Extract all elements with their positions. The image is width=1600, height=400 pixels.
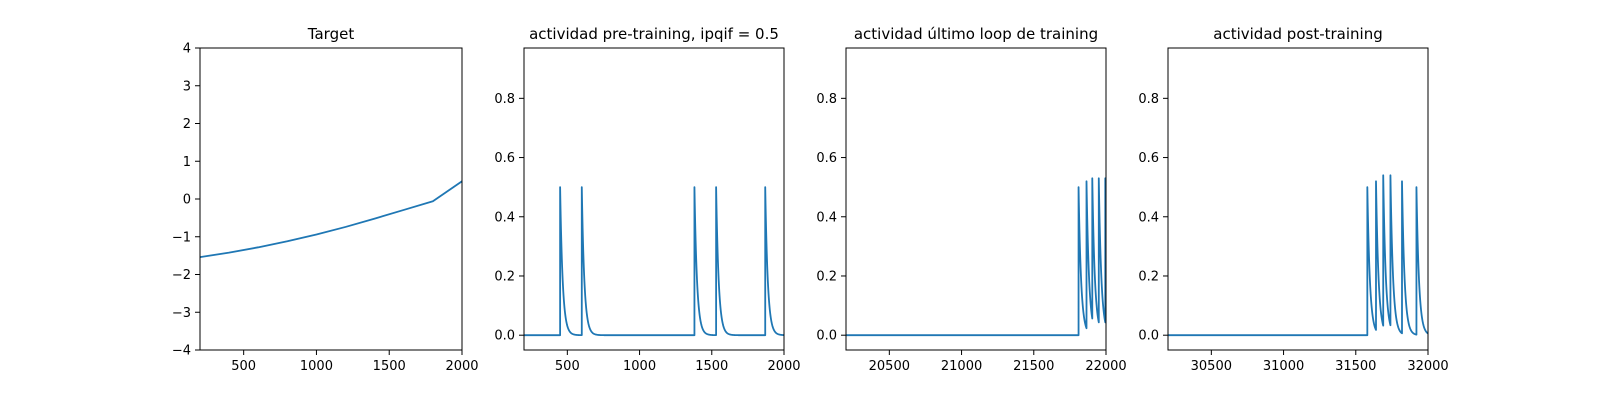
x-tick-label: 22000 (1085, 359, 1126, 374)
x-tick-label: 2000 (767, 359, 800, 374)
x-tick-label: 1000 (623, 359, 656, 374)
panel-1: Target 500 1000 1500 2000 −4 −3 −2 −1 0 1 2 3 4 (172, 25, 479, 374)
y-tick-label: 0.6 (494, 151, 515, 166)
axes-frame (845, 47, 1107, 351)
panel-title: actividad último loop de training (854, 25, 1098, 43)
x-tick-label: 21500 (1013, 359, 1054, 374)
y-tick-label: 3 (183, 79, 191, 94)
series-line (524, 186, 784, 337)
x-tick-label: 32000 (1407, 359, 1448, 374)
axes-frame (1167, 47, 1429, 351)
x-tick-label: 30500 (1191, 359, 1232, 374)
panel-2: actividad pre-training, ipqif = 0.5 500 10… (494, 25, 800, 374)
y-tick-label: −4 (172, 344, 191, 359)
x-tick-label: 500 (231, 359, 256, 374)
y-tick-label: 0.6 (816, 151, 837, 166)
y-tick-label: 0.6 (1138, 151, 1159, 166)
panel-title: Target (307, 25, 355, 43)
y-tick-label: 0.2 (816, 269, 837, 284)
x-tick-label: 1500 (373, 359, 406, 374)
axes-frame (199, 47, 463, 351)
y-tick-label: −3 (172, 306, 191, 321)
y-tick-label: 0.8 (1138, 92, 1159, 107)
y-tick-label: 0.8 (494, 92, 515, 107)
axes-frame (523, 47, 785, 351)
x-tick-label: 21000 (941, 359, 982, 374)
panel-title: actividad post-training (1213, 25, 1382, 43)
y-tick-label: 0.8 (816, 92, 837, 107)
y-tick-label: 0.0 (494, 329, 515, 344)
panel-title: actividad pre-training, ipqif = 0.5 (529, 25, 779, 43)
y-tick-label: 4 (183, 42, 191, 57)
series-line (846, 177, 1106, 337)
y-tick-label: 1 (183, 155, 191, 170)
x-tick-label: 20500 (869, 359, 910, 374)
panel-4: actividad post-training 30500 31000 31500 32… (1138, 25, 1448, 374)
x-tick-label: 500 (555, 359, 580, 374)
series-line (1168, 174, 1428, 337)
x-tick-label: 1500 (695, 359, 728, 374)
y-tick-label: 0 (183, 193, 191, 208)
panel-3: actividad último loop de training 20500 21… (816, 25, 1126, 374)
x-tick-label: 1000 (300, 359, 333, 374)
y-tick-label: 0.4 (494, 210, 515, 225)
y-tick-label: −2 (172, 268, 191, 283)
y-tick-label: 0.0 (1138, 329, 1159, 344)
y-tick-label: 0.2 (1138, 269, 1159, 284)
y-tick-label: 0.2 (494, 269, 515, 284)
y-tick-label: 2 (183, 117, 191, 132)
y-tick-label: 0.0 (816, 329, 837, 344)
x-tick-label: 31500 (1335, 359, 1376, 374)
series-line (200, 180, 462, 259)
y-tick-label: 0.4 (816, 210, 837, 225)
y-tick-label: 0.4 (1138, 210, 1159, 225)
x-tick-label: 2000 (445, 359, 478, 374)
x-tick-label: 31000 (1263, 359, 1304, 374)
y-tick-label: −1 (172, 230, 191, 245)
